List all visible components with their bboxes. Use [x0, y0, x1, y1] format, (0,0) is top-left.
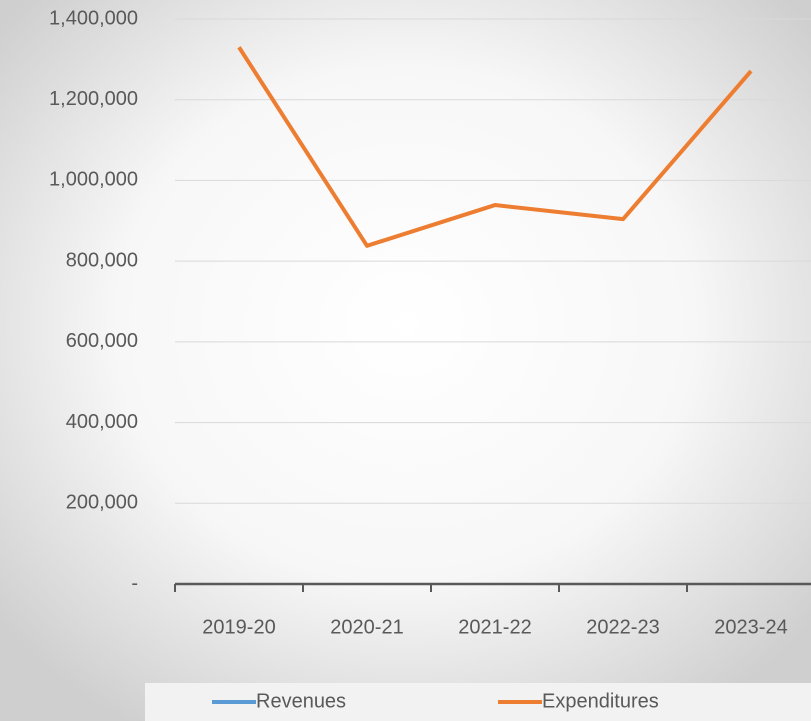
x-tick-label: 2022-23	[586, 616, 659, 638]
x-tick-label: 2021-22	[458, 616, 531, 638]
x-tick-label: 2020-21	[330, 616, 403, 638]
y-tick-label: 200,000	[66, 492, 138, 514]
y-tick-label: 600,000	[66, 330, 138, 352]
y-tick-label: 800,000	[66, 249, 138, 271]
y-tick-label: 400,000	[66, 411, 138, 433]
y-tick-label: 1,000,000	[49, 169, 138, 191]
legend-label: Expenditures	[542, 690, 659, 712]
y-tick-label: 1,200,000	[49, 88, 138, 110]
y-tick-label: 1,400,000	[49, 7, 138, 29]
x-tick-label: 2023-24	[714, 616, 787, 638]
series-line	[237, 46, 753, 248]
y-tick-label: -	[131, 572, 138, 594]
legend-label: Revenues	[256, 690, 346, 712]
x-tick-label: 2019-20	[202, 616, 275, 638]
